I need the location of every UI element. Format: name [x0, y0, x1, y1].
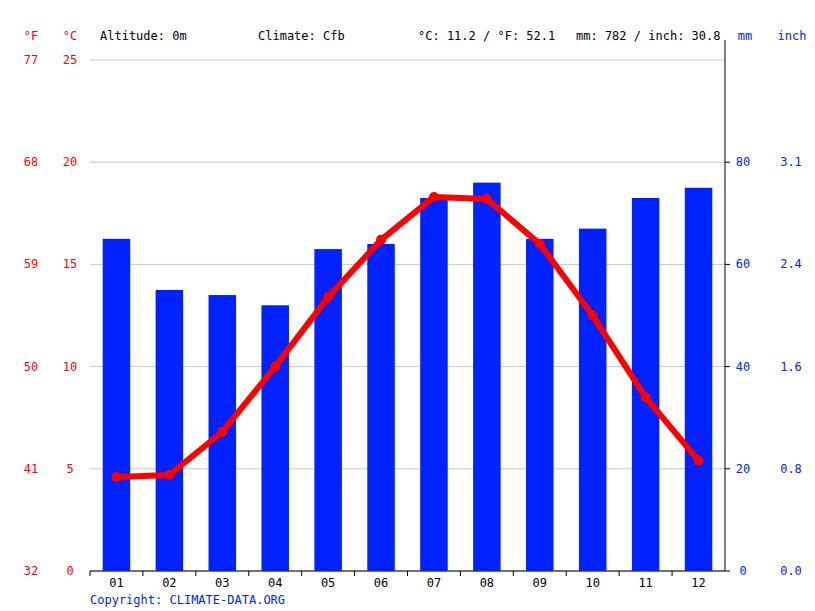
tick-label: 0.8 — [780, 462, 802, 476]
marker — [429, 192, 439, 202]
tick-label: 10 — [585, 576, 599, 590]
grid-line — [90, 366, 725, 367]
tick-label: 03 — [215, 576, 229, 590]
tick-label: 10 — [63, 360, 77, 374]
tick-label: 41 — [24, 462, 38, 476]
tick-mark — [195, 571, 196, 576]
chart: °F °C Altitude: 0m Climate: Cfb °C: 11.2 / °… — [0, 0, 815, 611]
tick-label: 11 — [638, 576, 652, 590]
tick-label: 02 — [162, 576, 176, 590]
bar — [420, 198, 448, 571]
tick-label: 20 — [63, 155, 77, 169]
marker — [376, 235, 386, 245]
tick-mark — [725, 571, 730, 572]
marker — [535, 239, 545, 249]
background — [0, 0, 815, 611]
tick-mark — [407, 571, 408, 576]
tick-label: 60 — [736, 257, 750, 271]
tick-label: 06 — [374, 576, 388, 590]
tick-label: 25 — [63, 53, 77, 67]
grid-line — [90, 162, 725, 163]
tick-label: 32 — [24, 564, 38, 578]
bar — [473, 183, 501, 571]
tick-mark — [566, 571, 567, 576]
tick-label: 2.4 — [780, 257, 802, 271]
tick-label: 68 — [24, 155, 38, 169]
tick-label: 3.1 — [780, 155, 802, 169]
tick-label: 50 — [24, 360, 38, 374]
tick-label: 40 — [736, 360, 750, 374]
tick-mark — [725, 162, 730, 163]
tick-label: 1.6 — [780, 360, 802, 374]
bar — [367, 244, 395, 571]
bar — [156, 290, 184, 571]
bar — [314, 249, 342, 571]
bar — [261, 305, 289, 571]
bar — [209, 295, 237, 571]
tick-label: 04 — [268, 576, 282, 590]
tick-label: 77 — [24, 53, 38, 67]
marker — [164, 470, 174, 480]
tick-label: 0 — [66, 564, 73, 578]
axis-unit: inch — [778, 29, 807, 43]
tick-mark — [725, 264, 730, 265]
tick-mark — [90, 571, 91, 576]
plot-area — [103, 183, 713, 571]
tick-label: 15 — [63, 257, 77, 271]
climate: Climate: Cfb — [258, 29, 345, 43]
bar — [103, 239, 131, 571]
tick-mark — [460, 571, 461, 576]
temperature-summary: °C: 11.2 / °F: 52.1 — [418, 29, 555, 43]
grid-line — [90, 468, 725, 469]
marker — [482, 194, 492, 204]
tick-label: 05 — [321, 576, 335, 590]
axis-unit: mm — [738, 29, 752, 43]
tick-mark — [354, 571, 355, 576]
grid-line — [90, 264, 725, 265]
axis-line — [725, 40, 726, 571]
tick-label: 08 — [480, 576, 494, 590]
marker — [111, 472, 121, 482]
tick-label: 80 — [736, 155, 750, 169]
bar — [685, 188, 713, 571]
tick-label: 20 — [736, 462, 750, 476]
tick-label: 0 — [739, 564, 746, 578]
marker — [694, 456, 704, 466]
tick-label: 0.0 — [780, 564, 802, 578]
tick-label: 59 — [24, 257, 38, 271]
tick-label: 07 — [427, 576, 441, 590]
precipitation-summary: mm: 782 / inch: 30.8 — [576, 29, 721, 43]
tick-label: 09 — [533, 576, 547, 590]
copyright: Copyright: CLIMATE-DATA.ORG — [90, 593, 285, 607]
marker — [641, 392, 651, 402]
grid-line — [90, 60, 725, 61]
tick-mark — [301, 571, 302, 576]
tick-label: 12 — [691, 576, 705, 590]
bar — [579, 229, 607, 571]
tick-mark — [142, 571, 143, 576]
tick-mark — [513, 571, 514, 576]
marker — [588, 311, 598, 321]
marker — [323, 292, 333, 302]
marker — [270, 362, 280, 372]
tick-mark — [672, 571, 673, 576]
line — [116, 197, 698, 477]
tick-mark — [619, 571, 620, 576]
marker — [217, 427, 227, 437]
tick-mark — [725, 366, 730, 367]
altitude: Altitude: 0m — [100, 29, 187, 43]
axis-unit: °F — [24, 29, 38, 43]
tick-mark — [725, 468, 730, 469]
tick-mark — [248, 571, 249, 576]
axis-unit: °C — [63, 29, 77, 43]
bar — [526, 239, 554, 571]
tick-label: 01 — [109, 576, 123, 590]
tick-label: 5 — [66, 462, 73, 476]
